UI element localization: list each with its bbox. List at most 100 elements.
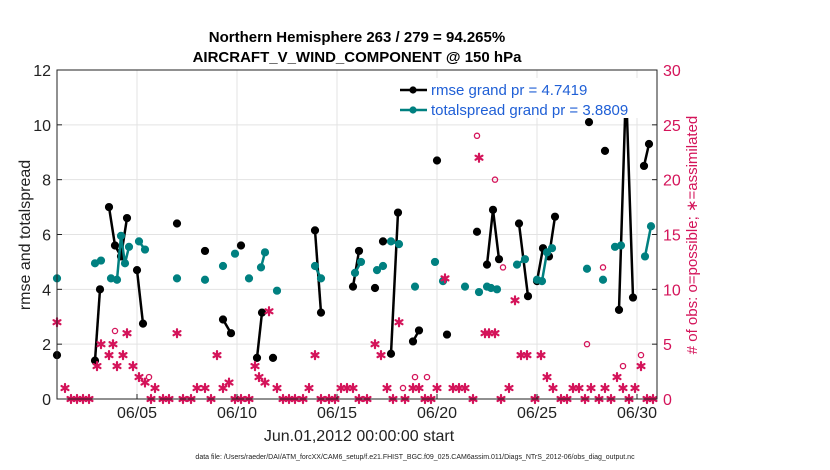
obs-assimilated-point [618,382,628,394]
totalspread-point [646,222,656,231]
rmse-point [408,337,418,346]
obs-assimilated-point [172,328,182,339]
legend-spread-label: totalspread grand pr = 3.8809 [431,102,628,119]
obs-asterisk-stroke [432,384,442,392]
totalspread-point [256,263,266,272]
obs-asterisk-stroke [510,297,520,304]
rmse-point [393,208,403,217]
obs-asterisk-stroke [92,363,102,370]
totalspread-point [310,261,320,271]
x-tick-label: 06/30 [617,405,657,422]
obs-asterisk-stroke [586,384,596,392]
totalspread-point [134,237,144,246]
totalspread-point [378,261,388,271]
rmse-point [442,330,452,339]
obs-possible-point [499,264,507,271]
obs-asterisk-stroke [104,352,114,359]
obs-asterisk-stroke [172,330,182,337]
totalspread-point [537,277,547,286]
obs-possible-point [491,176,499,183]
totalspread-point [640,252,650,261]
totalspread-point [316,274,326,283]
obs-asterisk-stroke [128,363,138,370]
totalspread-point [120,259,130,268]
totalspread-point [492,285,502,294]
rmse-point [414,326,424,335]
chart-title-line1: Northern Hemisphere 263 / 279 = 94.265% [209,29,505,46]
obs-asterisk-stroke [600,384,610,392]
rmse-point [316,308,326,317]
obs-possible-point [411,373,419,381]
totalspread-point [386,237,396,246]
obs-assimilated-point [636,361,646,372]
obs-possible-point [111,327,119,335]
obs-assimilated-point [376,350,386,361]
y-tick-label-left: 12 [33,63,51,80]
totalspread-point [172,274,182,283]
rmse-point [432,156,442,165]
obs-asterisk-stroke [96,341,106,348]
x-tick-label: 06/10 [217,405,257,422]
obs-asterisk-stroke [348,384,358,392]
totalspread-point [372,266,382,275]
totalspread-point [112,275,122,284]
chart-title-line2: AIRCRAFT_V_WIND_COMPONENT @ 150 hPa [193,49,523,66]
legend-rmse-marker [409,86,417,94]
obs-asterisk-stroke [212,352,222,359]
rmse-point [600,146,610,155]
rmse-point [218,315,228,324]
totalspread-point [430,257,440,267]
obs-asterisk-stroke [118,352,128,359]
y-axis-right-label: # of obs: o=possible; ∗=assimilated [684,116,701,355]
legend: rmse grand pr = 4.7419 totalspread grand… [398,78,648,119]
rmse-point [514,219,524,228]
totalspread-point [547,244,557,253]
y-tick-label-left: 6 [42,228,51,245]
obs-asterisk-stroke [522,352,532,359]
rmse-point [550,212,560,221]
obs-assimilated-point [104,350,114,361]
obs-asterisk-stroke [150,384,160,392]
rmse-point [110,241,120,250]
obs-assimilated-point [192,382,202,394]
legend-rmse-label: rmse grand pr = 4.7419 [431,82,587,99]
obs-assimilated-point [414,382,424,394]
obs-assimilated-point [128,361,138,372]
rmse-point [644,139,654,149]
obs-asterisk-stroke [376,352,386,359]
rmse-point [122,213,132,223]
obs-assimilated-point [122,328,132,339]
totalspread-point [616,241,626,250]
obs-asterisk-stroke [542,373,552,381]
obs-asterisk-stroke [612,373,622,381]
totalspread-point [410,282,420,291]
totalspread-point [124,242,134,251]
obs-possible-point [423,373,431,381]
totalspread-point [394,239,404,249]
x-tick-label: 06/20 [417,405,457,422]
x-tick-label: 06/05 [117,405,157,422]
rmse-point [584,117,594,127]
totalspread-point [116,231,126,240]
x-tick-label: 06/15 [317,405,357,422]
obs-asterisk-stroke [140,379,150,386]
obs-asterisk-stroke [200,384,210,392]
y-axis-left-label: rmse and totalspread [17,160,34,310]
obs-assimilated-point [490,328,500,339]
obs-assimilated-point [212,350,222,361]
obs-assimilated-point [394,317,404,328]
obs-assimilated-point [548,382,558,394]
obs-assimilated-point [504,382,514,394]
rmse-point [378,237,388,246]
y-tick-label-right: 25 [663,118,681,135]
rmse-line [255,312,264,359]
totalspread-point [218,261,228,271]
rmse-point [614,305,624,314]
rmse-point [482,260,492,269]
totalspread-point [520,255,530,264]
obs-assimilated-point [250,361,260,372]
obs-assimilated-point [272,382,282,394]
obs-asterisk-stroke [134,373,144,381]
obs-assimilated-point [218,382,228,394]
